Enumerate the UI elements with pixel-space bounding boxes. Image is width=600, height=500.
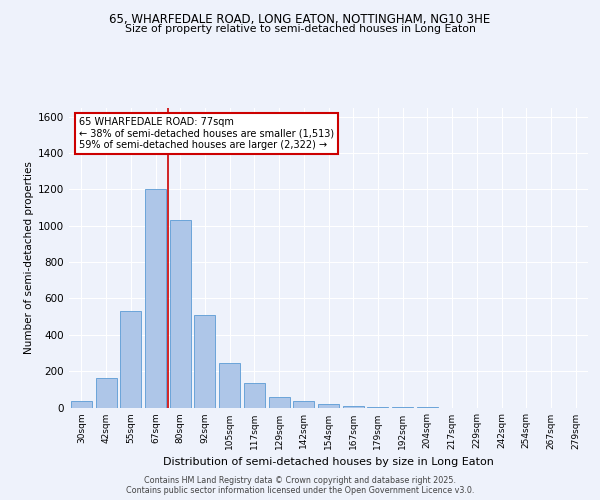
Bar	[244, 383, 265, 407]
Bar	[194, 315, 215, 408]
Text: Size of property relative to semi-detached houses in Long Eaton: Size of property relative to semi-detach…	[125, 24, 475, 34]
Bar	[120, 311, 141, 408]
Bar	[367, 406, 388, 408]
Bar	[343, 406, 364, 407]
Bar	[71, 401, 92, 407]
Y-axis label: Number of semi-detached properties: Number of semi-detached properties	[24, 161, 34, 354]
Bar	[170, 220, 191, 408]
Text: 65 WHARFEDALE ROAD: 77sqm
← 38% of semi-detached houses are smaller (1,513)
59% : 65 WHARFEDALE ROAD: 77sqm ← 38% of semi-…	[79, 116, 335, 150]
Bar	[95, 378, 116, 408]
Text: 65, WHARFEDALE ROAD, LONG EATON, NOTTINGHAM, NG10 3HE: 65, WHARFEDALE ROAD, LONG EATON, NOTTING…	[109, 12, 491, 26]
Bar	[269, 396, 290, 407]
Bar	[293, 401, 314, 407]
Text: Contains HM Land Registry data © Crown copyright and database right 2025.
Contai: Contains HM Land Registry data © Crown c…	[126, 476, 474, 495]
X-axis label: Distribution of semi-detached houses by size in Long Eaton: Distribution of semi-detached houses by …	[163, 457, 494, 467]
Bar	[318, 404, 339, 407]
Bar	[219, 363, 240, 408]
Bar	[145, 190, 166, 408]
